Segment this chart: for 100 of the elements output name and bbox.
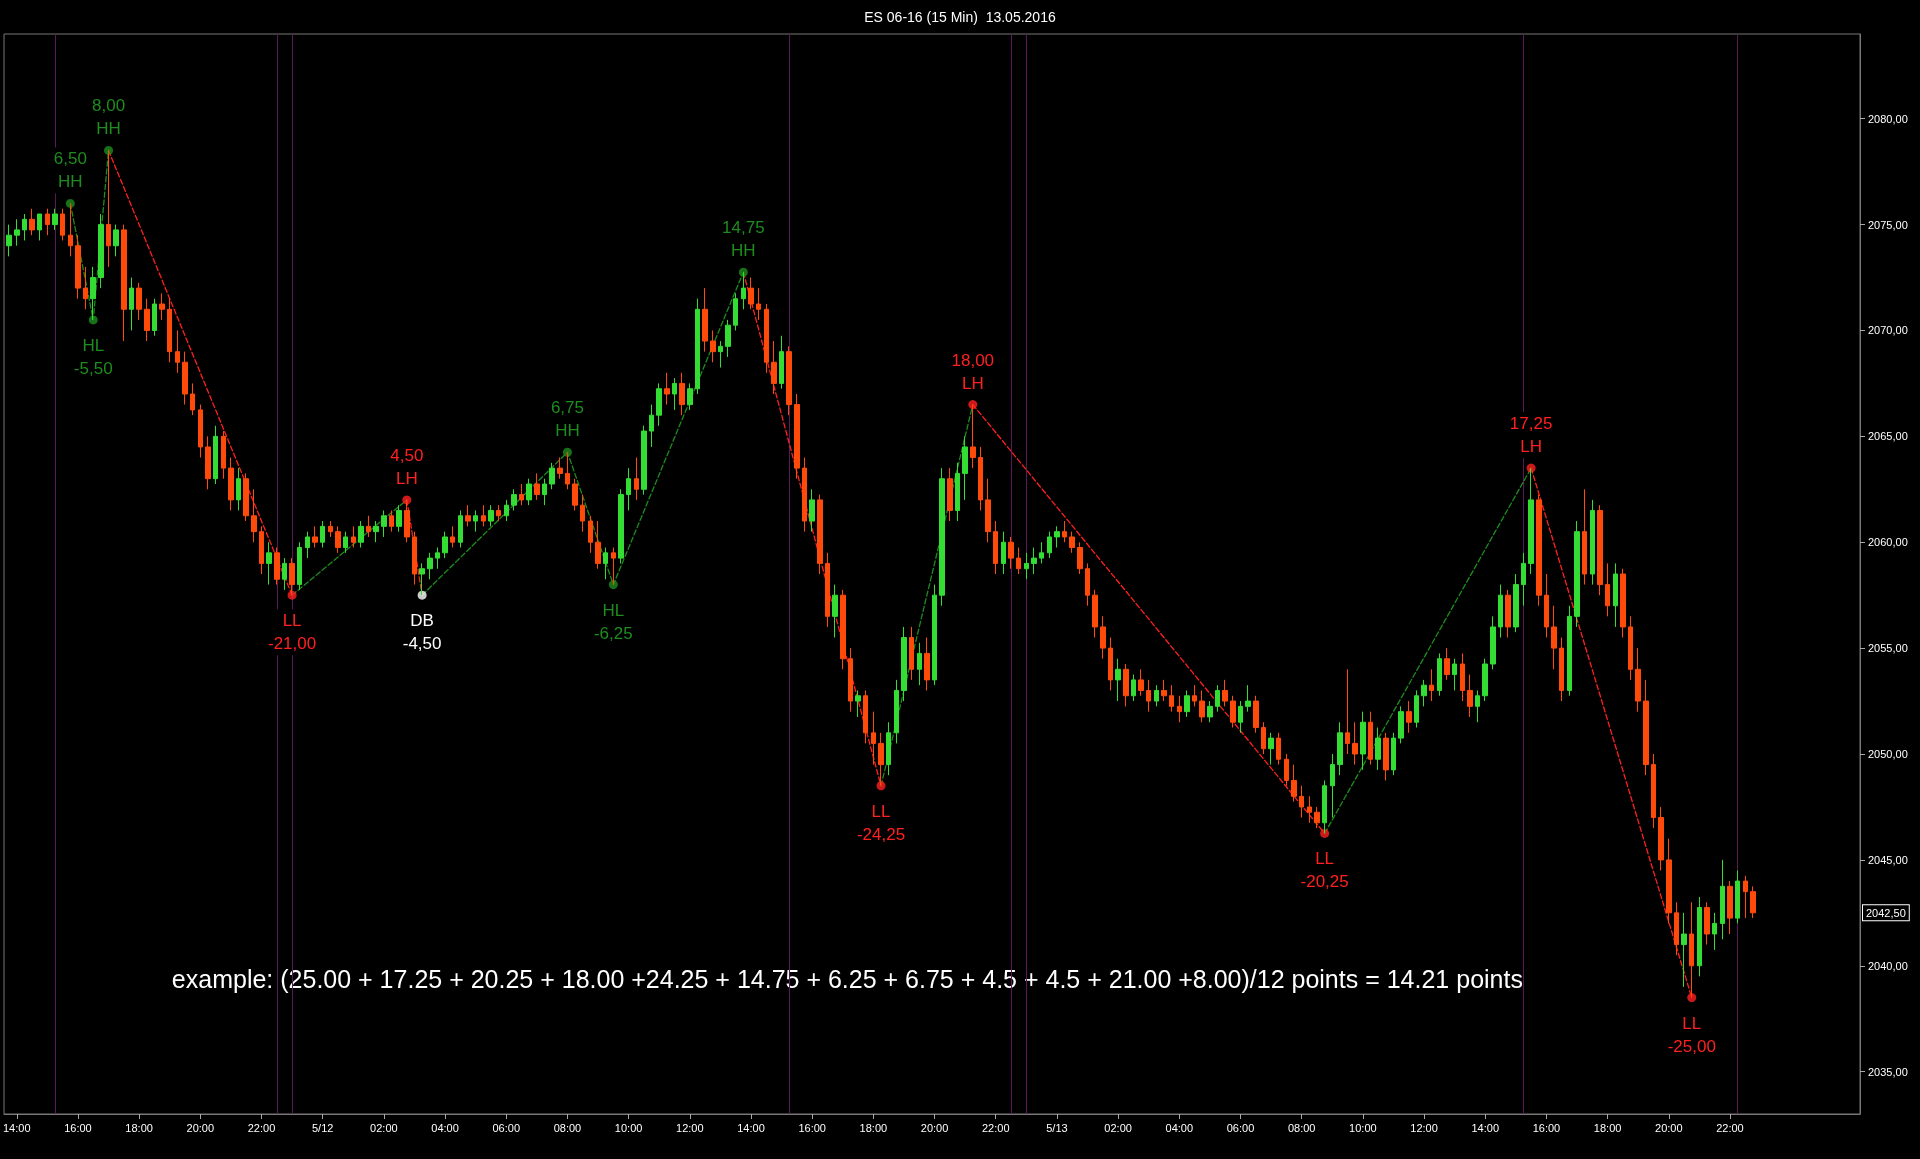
candlestick: [1437, 652, 1442, 697]
annotation: LL -21,00: [268, 611, 317, 654]
candlestick: [894, 679, 899, 744]
candlestick: [1605, 562, 1610, 617]
candlestick: [1345, 668, 1350, 755]
candlestick: [1421, 679, 1427, 707]
candlestick: [886, 721, 891, 776]
candlestick: [649, 404, 654, 448]
candlestick: [1597, 504, 1603, 596]
x-tick-label: 5/13: [1046, 1121, 1068, 1134]
text: 2042,50: [1866, 906, 1906, 919]
candlestick: [603, 547, 608, 580]
y-tick-label: 2070,00: [1868, 324, 1908, 337]
candlestick: [733, 292, 738, 331]
x-tick-label: 14:00: [737, 1121, 765, 1134]
candlestick: [786, 345, 792, 416]
candlestick: [939, 467, 945, 607]
candlestick: [221, 430, 226, 480]
candlestick: [228, 457, 234, 511]
candlestick: [190, 382, 195, 416]
candlestick: [779, 335, 784, 390]
candlestick: [1368, 711, 1373, 766]
candlestick: [45, 208, 50, 236]
candlestick: [756, 287, 761, 321]
candlestick: [312, 525, 318, 549]
candlestick: [962, 435, 968, 501]
x-tick-label: 12:00: [1410, 1121, 1438, 1134]
y-tick-label: 2080,00: [1868, 112, 1908, 125]
candlestick: [1460, 652, 1465, 702]
x-tick-label: 20:00: [186, 1121, 215, 1134]
candlestick: [1016, 547, 1021, 575]
candlestick: [213, 425, 218, 485]
y-tick-label: 2040,00: [1868, 959, 1908, 972]
candlestick: [243, 472, 249, 522]
x-tick-label: 04:00: [431, 1121, 459, 1134]
candlestick: [465, 504, 471, 527]
candlestick: [496, 504, 501, 522]
candlestick: [29, 208, 35, 236]
candlestick: [1559, 637, 1564, 702]
x-tick-label: 06:00: [1226, 1121, 1255, 1134]
candlestick: [1536, 494, 1542, 607]
candlestick: [1590, 499, 1595, 586]
candlestick: [924, 637, 930, 691]
candlestick: [710, 329, 716, 363]
candlestick: [817, 494, 823, 575]
annotation: 6,50 HH: [53, 149, 87, 192]
candlestick: [1161, 679, 1167, 702]
candlestick: [1001, 531, 1006, 575]
candlestick: [1154, 684, 1159, 707]
candlestick: [687, 382, 693, 411]
candlestick: [702, 287, 708, 353]
candlestick: [901, 626, 907, 702]
candlestick: [236, 467, 241, 511]
candlestick: [588, 515, 593, 554]
point: [402, 495, 412, 505]
candlestick: [1047, 531, 1052, 559]
annotation: LL -20,25: [1300, 849, 1349, 892]
candlestick: [412, 531, 417, 586]
candlestick: [1031, 547, 1037, 575]
candlestick: [1261, 721, 1266, 755]
candlestick: [695, 298, 700, 395]
candlestick: [534, 472, 540, 501]
candlestick: [1284, 753, 1289, 787]
candlestick: [1123, 663, 1129, 707]
candlestick: [14, 218, 20, 247]
annotation: LL -24,25: [856, 801, 906, 844]
candlestick: [557, 457, 563, 480]
candlestick: [1467, 674, 1473, 718]
annotation: example: (25.00 + 17.25 + 20.25 + 18.00 +24.25 + 14.75 + 6.25 + 6.75 + 4.5 + 4.5 + 21.00 +8.00)/12 points = 14.21 points: [171, 965, 1523, 993]
candlestick: [549, 462, 555, 490]
x-tick-label: 16:00: [798, 1121, 826, 1134]
x-tick-label: 04:00: [1165, 1121, 1194, 1134]
candlestick: [725, 319, 731, 358]
y-tick-label: 2050,00: [1868, 748, 1908, 760]
candlestick: [351, 525, 356, 549]
candlestick: [855, 689, 861, 718]
annotation: 6,75 HH: [550, 398, 584, 441]
candlestick: [1330, 753, 1335, 819]
candlestick: [1383, 732, 1389, 781]
x-tick-label: 08:00: [553, 1121, 582, 1134]
candlestick: [656, 382, 662, 427]
candlestick: [458, 509, 463, 549]
candlestick: [1628, 615, 1633, 681]
x-tick-label: 18:00: [125, 1121, 153, 1134]
candlestick: [1482, 658, 1488, 702]
candlestick: [1169, 684, 1174, 713]
candlestick: [1307, 795, 1312, 824]
candlestick: [978, 446, 983, 511]
candlestick: [1743, 875, 1748, 919]
point: [88, 315, 98, 325]
candlestick: [932, 584, 937, 686]
candlestick: [60, 208, 65, 241]
candlestick: [435, 547, 440, 570]
candlestick: [1398, 705, 1404, 744]
candlestick: [1498, 584, 1503, 639]
candlestick: [1215, 684, 1220, 713]
candlestick: [1704, 901, 1710, 946]
x-tick-label: 02:00: [370, 1121, 398, 1134]
candlestick: [1681, 912, 1687, 988]
annotation: 18,00 LH: [951, 350, 995, 393]
